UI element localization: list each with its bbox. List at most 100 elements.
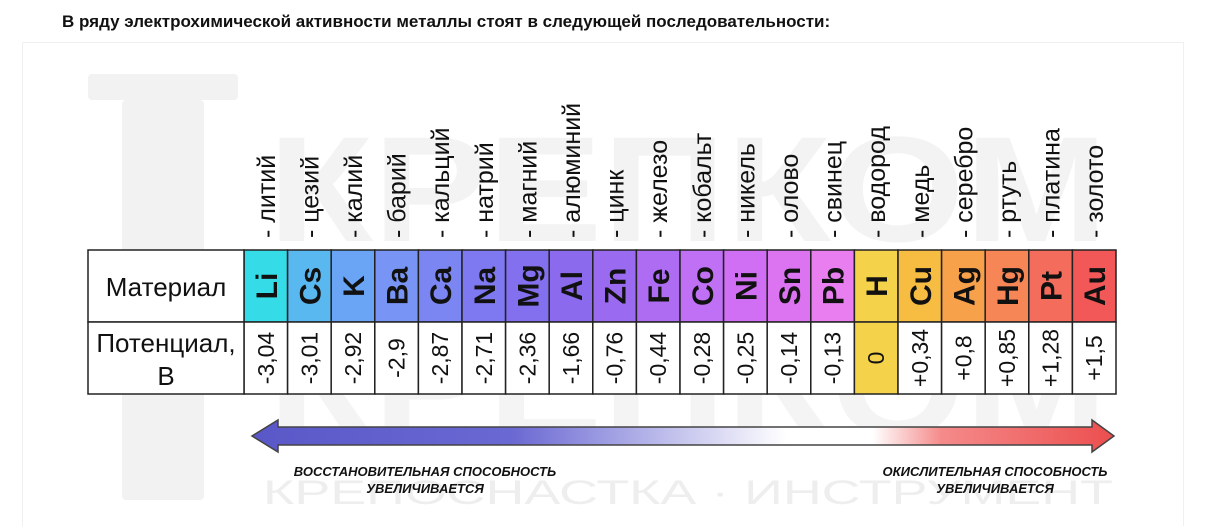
element-potential: -1,66	[558, 332, 584, 384]
element-potential-cell	[243, 321, 289, 395]
element-symbol-cell	[897, 249, 943, 323]
element-potential-cell	[374, 321, 420, 395]
element-potential: -0,14	[776, 332, 802, 385]
element-symbol: Au	[1079, 266, 1112, 306]
element-name: - олово	[776, 154, 804, 238]
element-name: - магний	[514, 141, 542, 238]
potential-label-line2: В	[157, 361, 174, 391]
element-column: - водород H 0	[853, 126, 899, 395]
element-symbol-cell	[635, 249, 681, 323]
page-heading: В ряду электрохимической активности мета…	[62, 12, 831, 31]
element-name: - свинец	[820, 141, 848, 238]
element-column: - серебро Ag +0,8	[940, 127, 986, 395]
element-name: - никель	[732, 143, 760, 238]
element-column: - литий Li -3,04	[243, 155, 289, 395]
element-column: - алюминий Al -1,66	[548, 103, 594, 395]
element-potential-cell	[330, 321, 376, 395]
element-symbol: Co	[687, 266, 720, 306]
element-symbol: Ni	[730, 271, 763, 301]
element-column: - свинец Pb -0,13	[810, 141, 856, 395]
element-name: - кальций	[427, 127, 455, 238]
element-potential: -0,25	[732, 332, 758, 384]
oxidizing-ability-caption: ОКИСЛИТЕЛЬНАЯ СПОСОБНОСТЬ УВЕЛИЧИВАЕТСЯ	[865, 463, 1125, 497]
element-symbol: Na	[469, 267, 502, 306]
element-column: - цезий Cs -3,01	[286, 156, 332, 395]
element-potential: +0,34	[907, 329, 933, 387]
potential-label-cell	[87, 321, 245, 395]
element-potential: 0	[863, 352, 889, 365]
element-potential: -2,36	[514, 332, 540, 384]
element-symbol: Hg	[992, 266, 1025, 306]
element-column: - кальций Ca -2,87	[417, 127, 463, 395]
element-potential-cell	[722, 321, 768, 395]
element-symbol: Ag	[948, 266, 981, 306]
element-symbol-cell	[592, 249, 638, 323]
material-label-cell	[87, 249, 245, 323]
element-potential: -0,28	[689, 332, 715, 384]
element-potential: +0,85	[994, 329, 1020, 387]
element-symbol: Mg	[512, 264, 545, 307]
element-potential: +1,28	[1038, 329, 1064, 387]
element-potential-cell	[286, 321, 332, 395]
element-potential-cell	[1028, 321, 1074, 395]
element-potential: -2,92	[340, 332, 366, 384]
element-symbol: Cu	[905, 266, 938, 306]
element-potential: -3,01	[296, 332, 322, 384]
element-symbol: Sn	[774, 267, 807, 305]
element-name: - железо	[645, 140, 673, 238]
element-column: - золото Au +1,5	[1071, 145, 1117, 395]
element-symbol: Li	[251, 273, 284, 300]
element-potential-cell	[1071, 321, 1117, 395]
element-name: - медь	[907, 165, 935, 238]
element-symbol-cell	[504, 249, 550, 323]
activity-arrow	[250, 418, 1116, 454]
element-symbol: Al	[556, 271, 589, 301]
element-name: - ртуть	[994, 161, 1022, 238]
element-column: - медь Cu +0,34	[897, 165, 943, 395]
element-column: - железо Fe -0,44	[635, 140, 681, 395]
element-symbol: Fe	[643, 268, 676, 303]
element-potential-cell	[592, 321, 638, 395]
table-header-cells: Материал Потенциал, В	[87, 249, 245, 395]
element-name: - калий	[340, 155, 368, 238]
potential-label-line1: Потенциал,	[96, 328, 235, 358]
element-column: - олово Sn -0,14	[766, 154, 812, 395]
element-name: - барий	[384, 153, 412, 238]
element-potential-cell	[766, 321, 812, 395]
element-symbol-cell	[722, 249, 768, 323]
element-potential-cell	[461, 321, 507, 395]
element-symbol: Pt	[1036, 271, 1069, 301]
element-potential: +1,5	[1081, 335, 1107, 380]
element-name: - водород	[863, 126, 891, 238]
element-name: - серебро	[950, 127, 978, 238]
material-label: Материал	[106, 272, 227, 302]
element-potential-cell	[417, 321, 463, 395]
element-name: - алюминий	[558, 103, 586, 238]
element-symbol-cell	[1071, 249, 1117, 323]
element-column: - калий K -2,92	[330, 155, 376, 395]
element-potential: -2,9	[384, 338, 410, 378]
element-column: - цинк Zn -0,76	[592, 169, 638, 395]
reducing-caption-line1: ВОССТАНОВИТЕЛЬНАЯ СПОСОБНОСТЬ	[293, 464, 557, 479]
element-symbol-cell	[984, 249, 1030, 323]
element-column: - магний Mg -2,36	[504, 141, 550, 395]
element-potential: -2,71	[471, 332, 497, 384]
element-symbol: Ba	[382, 267, 415, 306]
element-potential: -0,13	[820, 332, 846, 384]
element-potential: -3,04	[253, 332, 279, 385]
element-potential: -0,44	[645, 332, 671, 385]
element-name: - кобальт	[689, 132, 717, 238]
element-column: - кобальт Co -0,28	[679, 132, 725, 395]
element-symbol: Zn	[600, 268, 633, 305]
element-potential-cell	[897, 321, 943, 395]
oxidizing-caption-line2: УВЕЛИЧИВАЕТСЯ	[936, 481, 1054, 496]
element-column: - ртуть Hg +0,85	[984, 161, 1030, 395]
element-symbol: H	[861, 275, 894, 297]
element-column: - натрий Na -2,71	[461, 142, 507, 395]
element-column: - барий Ba -2,9	[374, 153, 420, 395]
element-symbol-cell	[810, 249, 856, 323]
element-potential: +0,8	[950, 335, 976, 380]
element-potential: -2,87	[427, 332, 453, 384]
oxidizing-caption-line1: ОКИСЛИТЕЛЬНАЯ СПОСОБНОСТЬ	[882, 464, 1108, 479]
